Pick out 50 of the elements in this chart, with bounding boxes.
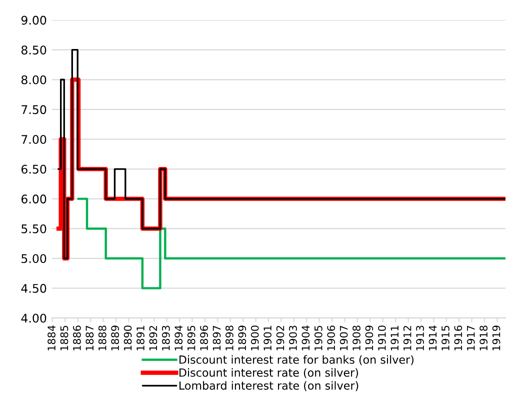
x-tick-label: 1903: [289, 326, 297, 350]
y-tick-label: 7.00: [22, 134, 46, 144]
y-tick-label: 5.50: [22, 224, 46, 234]
x-tick-label: 1919: [492, 326, 500, 350]
x-tick-label: 1888: [98, 326, 106, 350]
x-tick-label: 1907: [340, 326, 348, 350]
y-tick-label: 8.50: [21, 46, 46, 54]
y-tick-label: 4.50: [21, 284, 46, 293]
x-tick-label: 1911: [390, 326, 399, 350]
x-tick-label: 1885: [60, 326, 68, 350]
x-tick-label: 1909: [365, 326, 374, 350]
x-tick-label: 1916: [454, 326, 462, 350]
x-tick-label: 1906: [327, 326, 336, 350]
x-tick-label: 1901: [264, 326, 272, 350]
x-tick-label: 1904: [302, 326, 310, 350]
x-tick-label: 1894: [174, 326, 183, 350]
y-tick-label: 7.50: [22, 105, 46, 114]
x-tick-label: 1898: [225, 326, 234, 350]
x-tick-label: 1892: [149, 326, 158, 350]
x-tick-label: 1914: [428, 326, 437, 350]
x-tick-label: 1890: [124, 326, 132, 350]
x-tick-label: 1910: [378, 326, 386, 350]
y-tick-label: 9.00: [21, 16, 46, 25]
x-tick-label: 1917: [466, 326, 475, 350]
y-tick-label: 6.50: [21, 164, 46, 174]
x-tick-label: 1900: [250, 326, 259, 350]
legend-label: Discount interest rate for banks (on silver): [180, 355, 414, 366]
x-tick-label: 1905: [314, 326, 322, 350]
y-tick-label: 4.00: [21, 314, 46, 323]
y-tick-label: 6.00: [21, 194, 46, 204]
x-tick-label: 1899: [238, 326, 246, 350]
y-tick-label: 5.00: [22, 254, 46, 264]
x-tick-label: 1913: [416, 326, 424, 350]
x-tick-label: 1891: [136, 326, 144, 350]
x-tick-label: 1889: [111, 326, 120, 350]
x-tick-label: 1912: [403, 326, 412, 350]
legend-label: Lombard interest rate (on silver): [180, 381, 358, 392]
x-tick-label: 1897: [212, 326, 221, 350]
x-tick-label: 1893: [162, 326, 170, 350]
x-tick-label: 1918: [480, 326, 488, 350]
x-tick-label: 1915: [442, 326, 450, 350]
x-tick-label: 1886: [73, 326, 81, 350]
x-tick-label: 1896: [200, 326, 208, 350]
x-tick-label: 1902: [276, 326, 284, 350]
x-tick-label: 1908: [352, 326, 360, 350]
x-tick-label: 1884: [48, 326, 56, 350]
y-tick-label: 8.00: [21, 75, 46, 84]
x-tick-label: 1887: [86, 326, 94, 350]
x-tick-label: 1895: [187, 326, 196, 350]
legend-label: Discount interest rate (on silver): [180, 368, 358, 378]
